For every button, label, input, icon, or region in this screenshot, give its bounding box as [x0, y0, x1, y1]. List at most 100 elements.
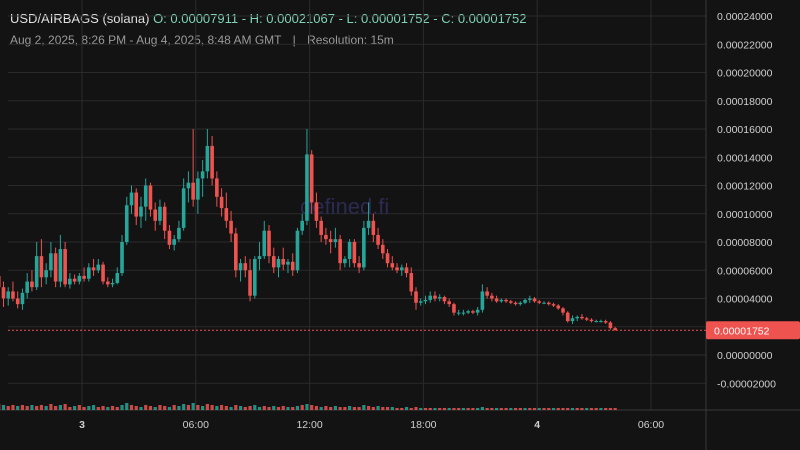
volume-bar [428, 408, 432, 410]
candle-body [542, 302, 546, 304]
candle-body [528, 298, 532, 300]
candle-body [584, 318, 589, 320]
time-tick-label: 3 [79, 419, 85, 431]
candle-body [120, 242, 124, 274]
volume-bar [305, 404, 309, 410]
candles [0, 129, 617, 331]
volume-bar [205, 404, 209, 410]
candle-body [343, 258, 347, 264]
candle-body [15, 298, 20, 305]
candle-body [262, 230, 267, 257]
last-price-tag-label: 0.00001752 [714, 325, 770, 337]
candle-body [34, 256, 39, 288]
volume-bar [39, 405, 44, 410]
volume-bar [281, 406, 285, 410]
candle-body [11, 291, 15, 299]
volume-bar [262, 406, 266, 410]
volume-bar [196, 405, 200, 410]
volume-bar [106, 407, 110, 410]
volume-bar [219, 405, 224, 410]
price-tick-label: 0.00004000 [717, 294, 773, 306]
volume-bar [101, 406, 105, 410]
candle-body [603, 321, 608, 323]
candle-body [565, 312, 570, 322]
volume-bar [594, 408, 598, 410]
candle-body [110, 282, 115, 285]
candle-body [257, 256, 262, 259]
candle-body [309, 154, 314, 203]
time-axis[interactable]: 3 06:00 12:00 18:00 4 06:00 [79, 419, 664, 431]
volume-bar [509, 408, 513, 410]
candle-body [352, 242, 357, 264]
candle-body [390, 263, 395, 268]
volume-bar [148, 406, 153, 410]
volume-bar [333, 406, 337, 410]
pair-symbol: USD/AIRBAGS (solana) [10, 11, 150, 26]
candle-body [224, 208, 229, 221]
volume-bar [314, 406, 319, 410]
volume-bar [177, 406, 181, 410]
volume-bar [362, 405, 366, 410]
candle-body [414, 291, 418, 303]
volume-bar [343, 407, 347, 410]
volume-bar [461, 408, 466, 410]
ohlc-readout: O: 0.00007911 - H: 0.00021067 - L: 0.000… [153, 11, 527, 26]
volume-bar [54, 406, 58, 410]
candle-body [385, 253, 390, 264]
candle-body [456, 312, 461, 314]
price-tick-label: 0.00010000 [717, 209, 773, 221]
volume-bar [229, 407, 233, 410]
candle-body [238, 263, 243, 271]
volume-bar [480, 407, 484, 410]
volume-bar [348, 406, 352, 410]
price-tick-label: 0.00022000 [717, 39, 773, 51]
candle-body [158, 206, 162, 221]
candle-body [594, 321, 598, 323]
volume-bars [0, 403, 617, 410]
volume-bar [414, 407, 418, 410]
candle-body [124, 205, 129, 242]
volume-bar [224, 406, 228, 410]
candle-body [219, 196, 224, 209]
volume-bar [385, 407, 390, 410]
volume-bar [139, 407, 143, 410]
candle-body [523, 299, 527, 303]
volume-bar [295, 406, 300, 410]
candle-body [248, 270, 252, 296]
candle-body [167, 230, 172, 245]
candle-body [205, 145, 210, 172]
volume-bar [433, 408, 437, 410]
candle-body [513, 302, 518, 305]
volume-bar [310, 405, 314, 410]
volume-bar [77, 405, 81, 410]
candle-body [6, 291, 11, 299]
candle-body [314, 202, 319, 221]
volume-bar [423, 408, 428, 410]
volume-bar [201, 406, 205, 410]
candle-body [551, 304, 556, 306]
candle-body [395, 267, 399, 271]
volume-bar [73, 406, 77, 410]
candle-body [447, 301, 451, 305]
volume-bar [272, 406, 276, 410]
volume-bar [338, 407, 342, 410]
volume-bar [376, 406, 380, 410]
candle-body [172, 239, 176, 245]
volume-bar [82, 407, 86, 410]
chart-subheader: Aug 2, 2025, 8:26 PM - Aug 4, 2025, 8:48… [10, 33, 394, 47]
candle-body [162, 206, 167, 231]
candle-body [1, 287, 6, 299]
volume-bar [495, 408, 499, 410]
volume-bar [419, 408, 423, 410]
volume-bar [471, 408, 475, 410]
volume-bar [129, 405, 134, 410]
candle-body [399, 267, 404, 271]
candle-body [461, 312, 466, 314]
candle-body [570, 318, 575, 322]
volume-bar [442, 408, 447, 410]
time-tick-label: 18:00 [410, 419, 436, 431]
candle-body [452, 304, 456, 313]
